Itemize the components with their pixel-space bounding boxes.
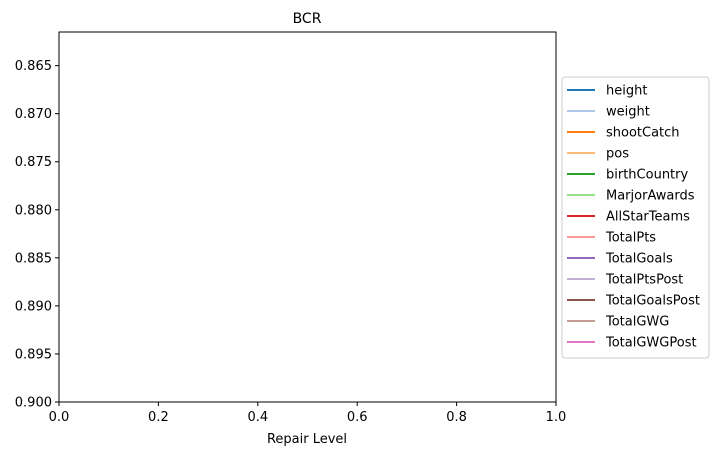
x-tick-label: 1.0 [546, 410, 567, 425]
x-tick-label: 0.2 [148, 410, 169, 425]
y-tick-label: 0.870 [15, 107, 52, 122]
legend-entry-label: weight [606, 105, 650, 120]
legend-entry-label: TotalGWG [605, 315, 669, 330]
legend-entry-label: TotalGoalsPost [605, 294, 700, 309]
legend-entry-label: height [606, 84, 647, 99]
y-axis: 0.865 0.870 0.875 0.880 0.885 0.890 0.895 0.900 [15, 59, 59, 411]
legend-entry-label: TotalPtsPost [605, 273, 683, 288]
y-tick-label: 0.875 [15, 155, 52, 170]
chart-title: BCR [293, 11, 322, 27]
x-tick-label: 0.8 [446, 410, 467, 425]
y-tick-label: 0.885 [15, 251, 52, 266]
legend-entry-label: shootCatch [606, 126, 680, 141]
y-tick-label: 0.865 [15, 59, 52, 74]
plot-frame [58, 31, 557, 403]
y-tick-label: 0.880 [15, 203, 52, 218]
legend-entry-label: AllStarTeams [606, 210, 690, 225]
legend-entry-label: TotalPts [605, 231, 656, 246]
x-tick-label: 0.4 [247, 410, 268, 425]
x-axis-label: Repair Level [267, 432, 347, 447]
legend-entry-label: pos [606, 147, 629, 162]
x-axis: 0.0 0.2 0.4 0.6 0.8 1.0 [49, 402, 567, 425]
legend-entry-label: TotalGWGPost [605, 336, 697, 351]
legend: height weight shootCatch pos birthCountry Mar… [561, 76, 710, 359]
legend-entry-label: MarjorAwards [606, 189, 695, 204]
x-tick-label: 0.0 [49, 410, 70, 425]
legend-entry-label: TotalGoals [605, 252, 673, 267]
legend-entry-label: birthCountry [606, 168, 688, 183]
x-tick-label: 0.6 [347, 410, 368, 425]
y-tick-label: 0.895 [15, 347, 52, 362]
y-tick-label: 0.890 [15, 299, 52, 314]
y-tick-label: 0.900 [15, 396, 52, 411]
legend-box [561, 76, 710, 359]
